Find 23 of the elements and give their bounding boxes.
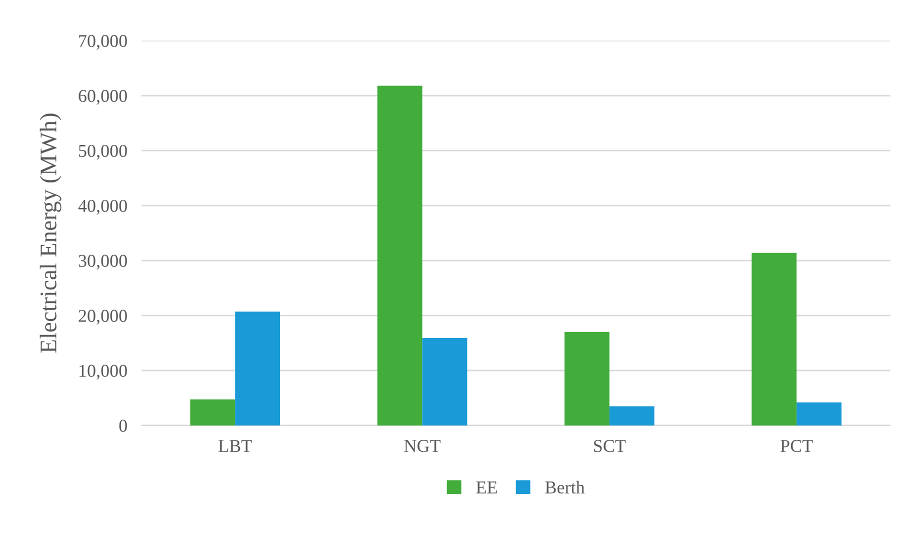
y-tick-label: 70,000 <box>79 34 127 50</box>
x-tick-label: SCT <box>594 440 626 452</box>
x-tick-label: NGT <box>404 440 441 452</box>
legend-label: Berth <box>545 480 585 494</box>
bar <box>609 406 654 426</box>
y-tick-label: 60,000 <box>78 90 127 105</box>
bar <box>377 86 422 426</box>
y-tick-label: 20,000 <box>78 310 127 325</box>
y-tick-label: 0 <box>119 420 127 432</box>
x-tick-label: PCT <box>780 440 813 452</box>
x-tick-label: LBT <box>218 440 252 452</box>
bar <box>190 399 236 426</box>
y-tick-label: 40,000 <box>78 200 127 215</box>
y-tick-label: 50,000 <box>79 144 127 160</box>
bar <box>564 332 610 426</box>
bar <box>752 252 797 426</box>
y-tick-label: 10,000 <box>80 364 127 380</box>
bar <box>422 338 468 426</box>
y-tick-label: 30,000 <box>78 254 127 270</box>
legend-label: EE <box>476 482 497 494</box>
bar <box>235 312 280 426</box>
y-axis-title: Electrical Energy (MWh) <box>40 114 62 353</box>
bar <box>796 402 842 426</box>
